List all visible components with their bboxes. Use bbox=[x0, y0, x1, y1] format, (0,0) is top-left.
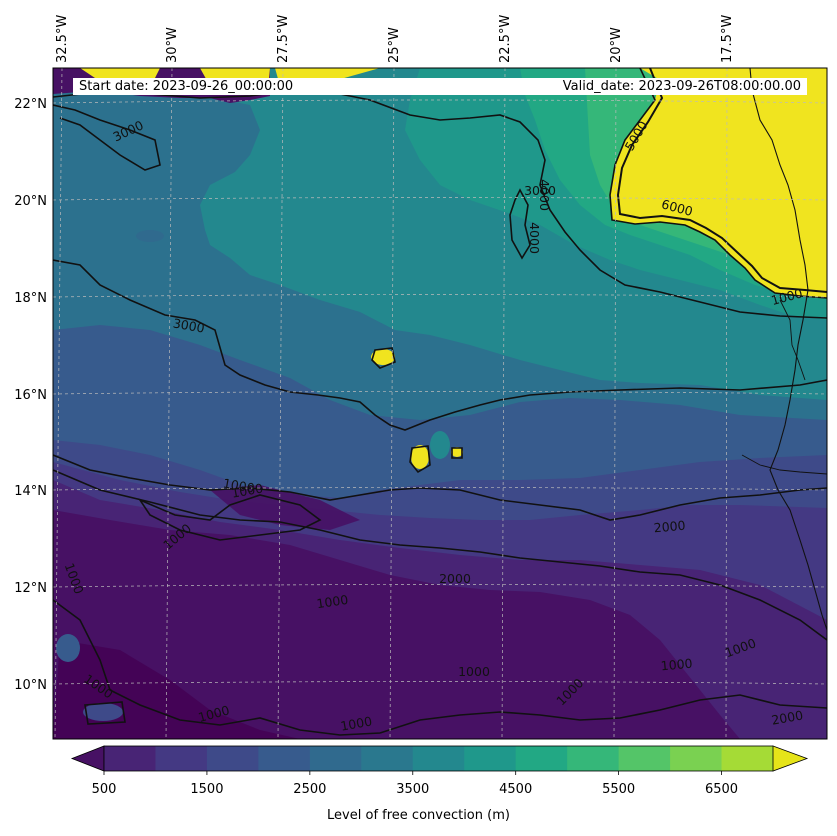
field-blob-blue-1 bbox=[83, 703, 123, 721]
contour-lines bbox=[53, 68, 827, 736]
contour-2000 bbox=[53, 454, 827, 521]
contour-label: 2000 bbox=[653, 518, 686, 536]
contour-1000-b bbox=[137, 494, 322, 541]
colorbar-tick-label: 2500 bbox=[293, 782, 326, 797]
field-band-500b bbox=[210, 485, 360, 530]
latitude-label: 14°N bbox=[14, 484, 47, 499]
colorbar-tick-label: 6500 bbox=[705, 782, 738, 797]
colorbar-bin bbox=[361, 746, 414, 771]
colorbar-title: Level of free convection (m) bbox=[327, 808, 510, 823]
longitude-label: 20°W bbox=[609, 27, 624, 63]
field-blob-teal bbox=[430, 431, 450, 459]
longitude-labels: 32.5°W 30°W 27.5°W 25°W 22.5°W 20°W 17.5°W bbox=[55, 15, 735, 63]
field-blob-yellow-1 bbox=[371, 349, 395, 365]
latitude-label: 12°N bbox=[14, 581, 47, 596]
longitude-label: 30°W bbox=[165, 27, 180, 63]
colorbar-tick-label: 3500 bbox=[396, 782, 429, 797]
colorbar-bin bbox=[670, 746, 723, 771]
colorbar-bin bbox=[258, 746, 311, 771]
contour-ring-3 bbox=[451, 447, 463, 459]
colorbar-bin bbox=[721, 746, 774, 771]
longitude-label: 32.5°W bbox=[55, 15, 70, 63]
contour-label: 1000 bbox=[230, 480, 264, 500]
contour-label: 3000 bbox=[524, 183, 556, 198]
start-date-text: Start date: 2023-09-26_00:00:00 bbox=[79, 79, 294, 94]
contour-6000 bbox=[609, 68, 827, 299]
contour-label: 2000 bbox=[439, 571, 471, 586]
colorbar-tick-label: 500 bbox=[92, 782, 117, 797]
colorbar: 500 1500 2500 3500 4500 5500 6500 bbox=[70, 745, 809, 797]
contour-3000 bbox=[53, 259, 827, 431]
contour-label: 2000 bbox=[770, 707, 804, 727]
contour-4000 bbox=[53, 89, 827, 319]
field-blob-yellow-2 bbox=[411, 445, 429, 469]
colorbar-bin bbox=[206, 746, 259, 771]
contour-6000b bbox=[616, 68, 827, 293]
colorbar-tick-label: 4500 bbox=[499, 782, 532, 797]
field-blob-blue-2 bbox=[56, 634, 80, 662]
latitude-label: 16°N bbox=[14, 388, 47, 403]
contour-label: 1000 bbox=[660, 656, 693, 674]
colorbar-bin bbox=[618, 746, 671, 771]
contour-label: 1000 bbox=[458, 664, 490, 679]
colorbar-bin bbox=[515, 746, 568, 771]
colorbar-extend-max bbox=[772, 745, 809, 772]
map-frame bbox=[52, 67, 828, 740]
contour-label: 4000 bbox=[527, 222, 542, 254]
latitude-label: 22°N bbox=[14, 97, 47, 112]
colorbar-tick-label: 5500 bbox=[602, 782, 635, 797]
latitude-labels: 22°N 20°N 18°N 16°N 14°N 12°N 10°N bbox=[14, 97, 47, 693]
contour-label: 3000 bbox=[172, 315, 206, 335]
latitude-label: 20°N bbox=[14, 194, 47, 209]
contour-label: 1000 bbox=[339, 713, 373, 733]
colorbar-extend-min bbox=[70, 745, 105, 772]
contour-4000-loop bbox=[509, 188, 531, 260]
field-band-500a bbox=[53, 510, 740, 739]
colorbar-bin bbox=[412, 746, 465, 771]
valid-date-text: Valid_date: 2023-09-26T08:00:00.00 bbox=[562, 79, 801, 94]
colorbar-bin bbox=[567, 746, 620, 771]
longitude-label: 17.5°W bbox=[720, 15, 735, 63]
latitude-label: 18°N bbox=[14, 291, 47, 306]
lfc-field bbox=[53, 68, 827, 739]
contour-1000-low bbox=[53, 599, 827, 736]
longitude-label: 22.5°W bbox=[498, 15, 513, 63]
colorbar-frame bbox=[103, 745, 774, 772]
contour-ring-4 bbox=[84, 701, 126, 725]
contour-3000-top bbox=[53, 104, 161, 171]
latitude-label: 10°N bbox=[14, 678, 47, 693]
colorbar-bin bbox=[104, 746, 156, 771]
coastline bbox=[741, 68, 827, 631]
field-blob-yellow-3 bbox=[451, 447, 463, 457]
graticule bbox=[53, 68, 827, 739]
contour-label: 1000 bbox=[222, 475, 256, 495]
field-blob-3000 bbox=[136, 230, 164, 242]
colorbar-bin bbox=[464, 746, 517, 771]
longitude-label: 27.5°W bbox=[276, 15, 291, 63]
colorbar-tick-label: 1500 bbox=[190, 782, 223, 797]
contour-ring-1 bbox=[371, 347, 396, 369]
colorbar-bin bbox=[155, 746, 208, 771]
contour-ring-2 bbox=[409, 445, 431, 474]
colorbar-bin bbox=[309, 746, 362, 771]
field-land-7000 bbox=[610, 68, 827, 298]
contour-label: 1000 bbox=[316, 592, 350, 611]
contour-label: 4000 bbox=[537, 179, 552, 211]
longitude-label: 25°W bbox=[387, 27, 402, 63]
date-info-bar: Start date: 2023-09-26_00:00:00 Valid_da… bbox=[73, 78, 807, 95]
contour-1000 bbox=[53, 469, 827, 641]
